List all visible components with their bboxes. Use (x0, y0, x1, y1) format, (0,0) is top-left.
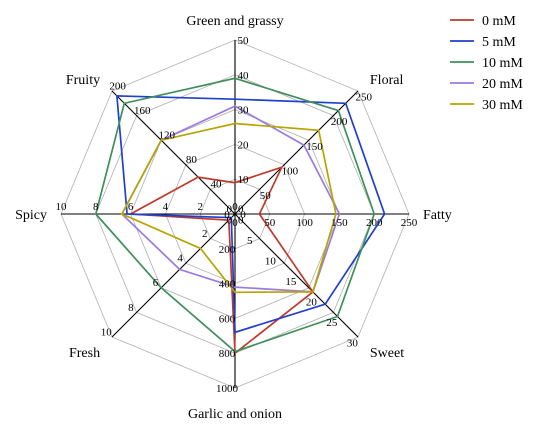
tick-label: 4 (177, 253, 183, 265)
tick-label: 6 (128, 201, 134, 213)
tick-label: 80 (186, 154, 198, 166)
tick-label: 600 (219, 313, 236, 325)
tick-label: 0 (238, 215, 244, 227)
radar-axes (61, 40, 409, 388)
tick-label: 100 (282, 165, 299, 177)
tick-label: 0 (227, 203, 233, 215)
tick-label: 10 (265, 256, 277, 268)
tick-label: 1000 (216, 383, 239, 395)
tick-label: 5 (247, 235, 253, 247)
axis-label: Sweet (370, 346, 404, 361)
axis-line (234, 90, 359, 215)
tick-label: 4 (163, 201, 169, 213)
tick-label: 8 (93, 201, 99, 213)
tick-label: 800 (219, 348, 236, 360)
tick-label: 10 (238, 174, 250, 186)
tick-label: 120 (159, 130, 176, 142)
legend-entry: 10 mM (482, 56, 523, 71)
tick-label: 0 (232, 217, 238, 229)
tick-label: 0 (232, 201, 238, 213)
tick-label: 50 (238, 35, 250, 47)
tick-label: 250 (401, 217, 418, 229)
tick-label: 20 (306, 297, 318, 309)
tick-label: 10 (56, 201, 68, 213)
tick-label: 200 (219, 244, 236, 256)
legend-entry: 20 mM (482, 77, 523, 92)
tick-label: 200 (109, 80, 126, 92)
series-line (127, 165, 315, 355)
tick-label: 100 (296, 217, 313, 229)
tick-label: 20 (238, 139, 250, 151)
tick-label: 50 (264, 217, 276, 229)
tick-label: 8 (128, 302, 134, 314)
axis-label: Green and grassy (186, 14, 283, 29)
tick-label: 200 (366, 217, 383, 229)
legend-entry: 5 mM (482, 35, 516, 50)
tick-label: 50 (260, 190, 272, 202)
axis-label: Fatty (423, 208, 452, 223)
tick-label: 0 (238, 203, 244, 215)
tick-label: 150 (331, 217, 348, 229)
tick-label: 2 (202, 228, 208, 240)
tick-label: 160 (134, 105, 151, 117)
axis-label: Floral (370, 73, 404, 88)
tick-label: 0 (240, 209, 246, 221)
tick-label: 10 (101, 326, 113, 338)
series-line (115, 95, 386, 334)
axis-labels: Green and grassy Floral Fatty Sweet Garlic a… (15, 14, 452, 422)
tick-label: 0 (227, 215, 233, 227)
tick-label: 25 (326, 317, 338, 329)
tick-label: 30 (347, 338, 359, 350)
axis-line (234, 213, 359, 338)
tick-label: 150 (306, 141, 323, 153)
axis-label: Fresh (69, 346, 100, 361)
tick-label: 0 (224, 209, 230, 221)
tick-label: 200 (331, 116, 348, 128)
axis-label: Fruity (66, 73, 100, 88)
axis-label: Spicy (15, 208, 47, 223)
axis-line (111, 90, 236, 215)
tick-label: 2 (197, 201, 203, 213)
legend-entry: 30 mM (482, 98, 523, 113)
legend-entry: 0 mM (482, 14, 516, 29)
axis-line (111, 213, 236, 338)
tick-label: 40 (238, 70, 250, 82)
tick-label: 30 (238, 105, 250, 117)
tick-label: 250 (355, 92, 372, 104)
series-line (120, 122, 337, 294)
legend: 0 mM 5 mM 10 mM 20 mM 30 mM (443, 6, 543, 118)
tick-label: 15 (285, 276, 297, 288)
tick-label: 6 (153, 277, 159, 289)
tick-label: 40 (211, 179, 223, 191)
radar-series (94, 77, 386, 355)
axis-label: Garlic and onion (188, 407, 282, 422)
series-line (94, 77, 376, 353)
tick-label: 400 (219, 279, 236, 291)
